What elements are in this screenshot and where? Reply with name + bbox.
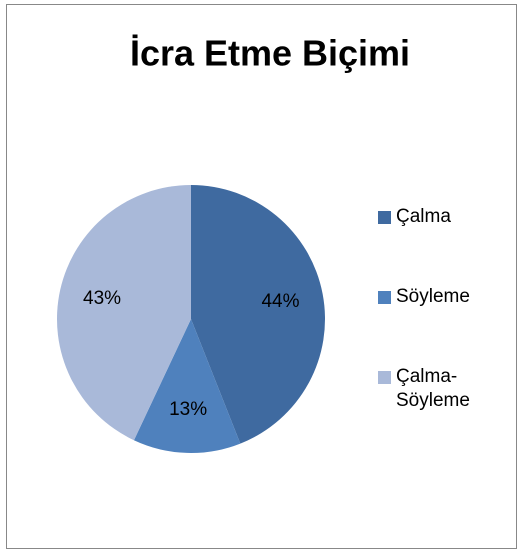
data-label: 13%	[169, 399, 207, 420]
pie-slice	[133, 319, 241, 453]
legend-swatch	[378, 211, 391, 224]
legend-item: Söyleme	[378, 285, 508, 365]
pie-slice	[191, 184, 326, 444]
data-label: 44%	[261, 291, 299, 312]
pie-slice	[56, 185, 191, 441]
legend-label: Çalma	[396, 206, 451, 227]
legend-item: Çalma-Söyleme	[378, 365, 508, 445]
chart-title: İcra Etme Biçimi	[130, 33, 410, 74]
legend-swatch	[378, 371, 391, 384]
legend-swatch	[378, 291, 391, 304]
legend-item: Çalma	[378, 205, 508, 285]
legend: Çalma Söyleme Çalma-Söyleme	[378, 205, 508, 445]
legend-label: Çalma-Söyleme	[396, 366, 470, 411]
legend-label: Söyleme	[396, 286, 470, 307]
data-label: 43%	[83, 288, 121, 309]
